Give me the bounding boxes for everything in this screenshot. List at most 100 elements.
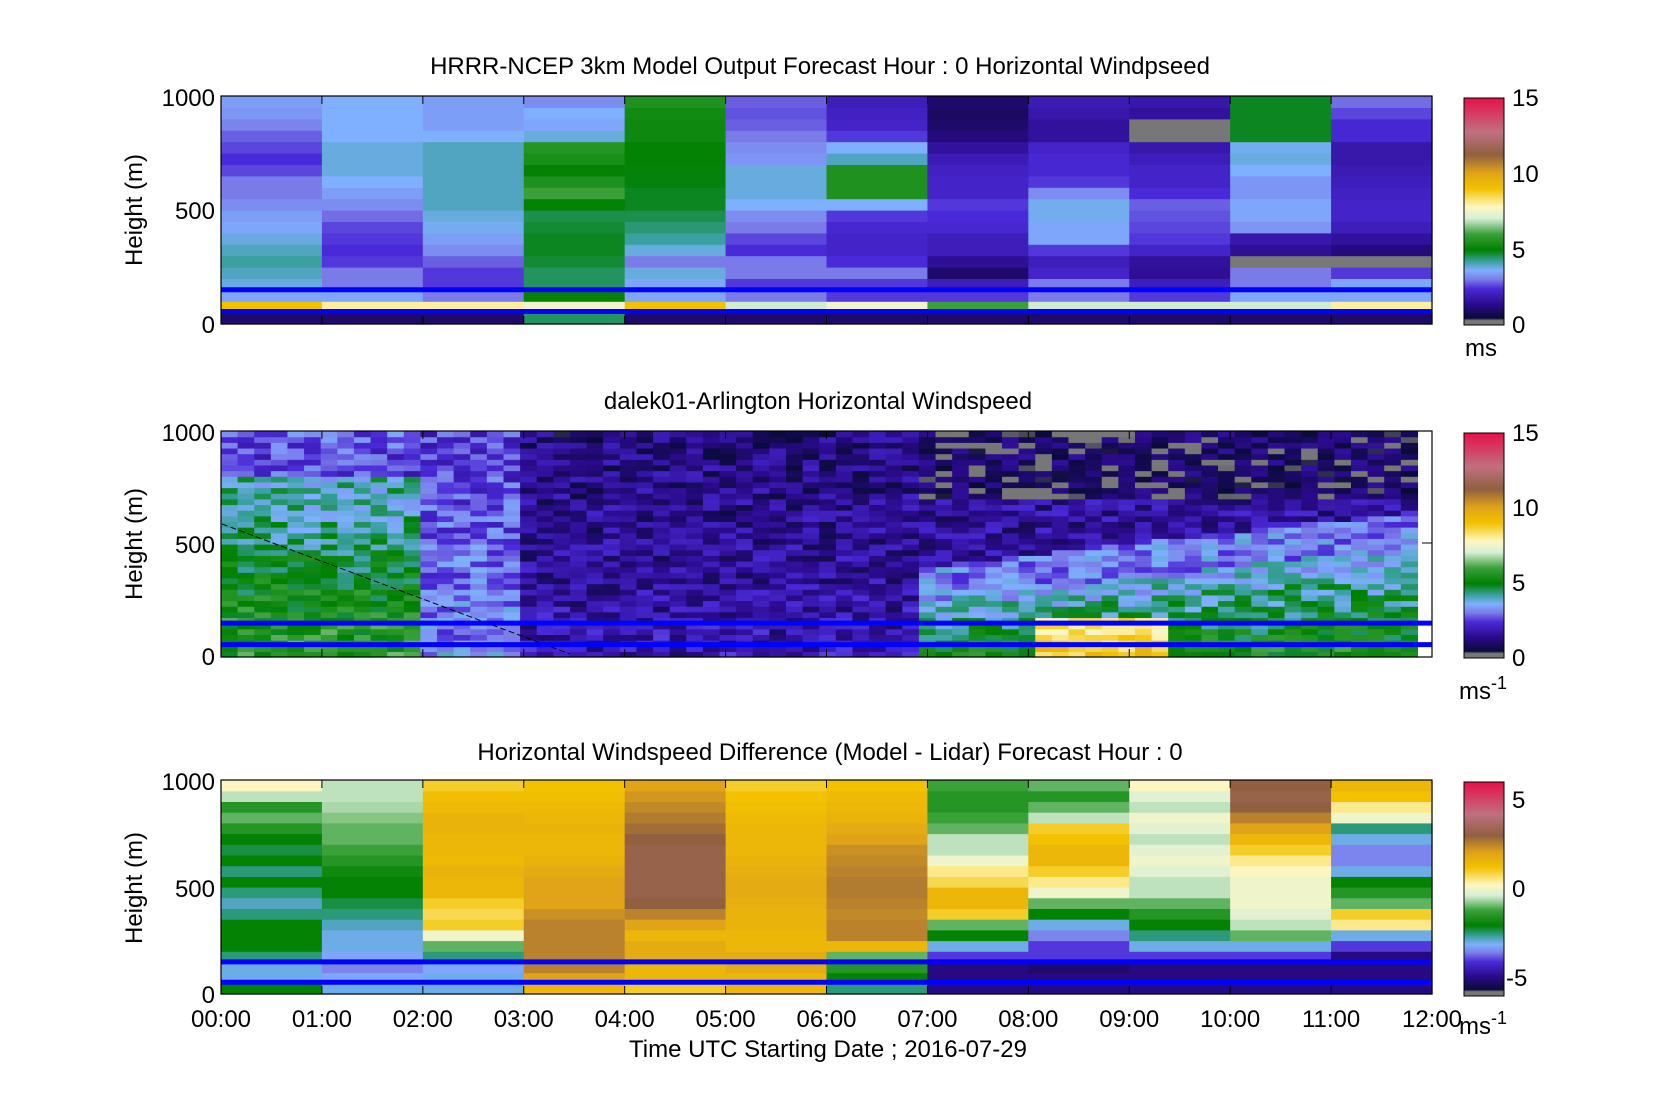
heatmap-cell bbox=[270, 600, 289, 607]
heatmap-cell bbox=[852, 453, 870, 460]
heatmap-cell bbox=[927, 210, 1029, 222]
heatmap-cell bbox=[1301, 532, 1319, 539]
heatmap-cell bbox=[1018, 447, 1036, 455]
heatmap-cell bbox=[653, 498, 671, 506]
heatmap-cell bbox=[453, 617, 471, 624]
heatmap-cell bbox=[1201, 464, 1219, 472]
heatmap-cell bbox=[586, 442, 604, 449]
heatmap-cell bbox=[1384, 447, 1402, 455]
heatmap-cell bbox=[952, 464, 970, 472]
heatmap-cell bbox=[1334, 651, 1352, 658]
heatmap-cell bbox=[470, 521, 488, 528]
heatmap-cell bbox=[1301, 521, 1319, 528]
heatmap-cell bbox=[270, 572, 289, 579]
heatmap-cell bbox=[927, 801, 1029, 813]
heatmap-cell bbox=[1068, 594, 1086, 602]
heatmap-cell bbox=[624, 232, 727, 245]
heatmap-cell bbox=[1334, 645, 1352, 652]
heatmap-cell bbox=[586, 510, 604, 517]
heatmap-cell bbox=[304, 459, 322, 466]
heatmap-cell bbox=[1184, 594, 1203, 602]
heatmap-cell bbox=[935, 555, 953, 562]
heatmap-cell bbox=[719, 589, 737, 596]
heatmap-cell bbox=[536, 566, 554, 573]
heatmap-cell bbox=[320, 623, 338, 630]
heatmap-cell bbox=[927, 812, 1029, 824]
heatmap-cell bbox=[1085, 549, 1103, 556]
heatmap-cell bbox=[869, 651, 887, 658]
heatmap-cell bbox=[603, 572, 621, 579]
heatmap-cell bbox=[902, 453, 920, 460]
heatmap-cell bbox=[1068, 470, 1086, 477]
heatmap-cell bbox=[653, 470, 671, 477]
heatmap-cell bbox=[1101, 623, 1119, 630]
heatmap-cell bbox=[902, 498, 920, 506]
heatmap-cell bbox=[403, 594, 422, 602]
heatmap-cell bbox=[852, 442, 870, 449]
heatmap-cell bbox=[835, 527, 854, 534]
heatmap-cell bbox=[669, 481, 687, 489]
heatmap-cell bbox=[237, 589, 255, 596]
heatmap-cell bbox=[586, 555, 604, 562]
heatmap-cell bbox=[619, 493, 638, 500]
heatmap-cell bbox=[669, 510, 687, 517]
heatmap-cell bbox=[1230, 929, 1332, 942]
heatmap-cell bbox=[624, 876, 727, 888]
heatmap-cell bbox=[287, 651, 305, 658]
heatmap-cell bbox=[1134, 481, 1153, 489]
heatmap-cell bbox=[1129, 908, 1231, 920]
heatmap-cell bbox=[387, 577, 405, 585]
heatmap-cell bbox=[1331, 130, 1433, 143]
heatmap-cell bbox=[254, 623, 272, 630]
heatmap-cell bbox=[686, 464, 704, 472]
heatmap-cell bbox=[1101, 560, 1119, 568]
heatmap-cell bbox=[1085, 527, 1103, 534]
heatmap-cell bbox=[918, 436, 937, 443]
heatmap-cell bbox=[1201, 594, 1219, 602]
heatmap-cell bbox=[902, 515, 920, 522]
heatmap-cell bbox=[653, 600, 671, 607]
heatmap-cell bbox=[1251, 527, 1269, 534]
heatmap-cell bbox=[603, 560, 621, 568]
heatmap-cell bbox=[719, 611, 737, 619]
heatmap-cell bbox=[569, 453, 588, 460]
heatmap-cell bbox=[653, 527, 671, 534]
heatmap-cell bbox=[719, 447, 737, 455]
heatmap-cell bbox=[1201, 431, 1219, 438]
heatmap-cell bbox=[553, 549, 571, 556]
heatmap-cell bbox=[422, 130, 525, 143]
heatmap-cell bbox=[320, 606, 338, 613]
heatmap-cell bbox=[819, 515, 837, 522]
heatmap-cell bbox=[1234, 577, 1252, 585]
heatmap-cell bbox=[486, 589, 505, 596]
heatmap-cell bbox=[523, 187, 626, 200]
heatmap-cell bbox=[470, 487, 488, 494]
heatmap-cell bbox=[503, 600, 521, 607]
heatmap-cell bbox=[952, 493, 970, 500]
heatmap-cell bbox=[387, 538, 405, 545]
heatmap-cell bbox=[968, 532, 987, 539]
heatmap-cell bbox=[902, 634, 920, 641]
heatmap-cell bbox=[221, 532, 239, 539]
heatmap-cell bbox=[353, 628, 372, 635]
heatmap-cell bbox=[237, 481, 255, 489]
heatmap-cell bbox=[536, 481, 554, 489]
heatmap-cell bbox=[885, 481, 903, 489]
heatmap-cell bbox=[370, 600, 388, 607]
heatmap-cell bbox=[1218, 447, 1236, 455]
heatmap-cell bbox=[1317, 555, 1335, 562]
heatmap-cell bbox=[320, 560, 338, 568]
heatmap-cell bbox=[786, 628, 804, 635]
panel-lidar-title: dalek01-Arlington Horizontal Windspeed bbox=[604, 388, 1032, 415]
heatmap-cell bbox=[769, 527, 787, 534]
heatmap-cell bbox=[1384, 577, 1402, 585]
heatmap-cell bbox=[254, 431, 272, 438]
panel-lidar-heatmap bbox=[221, 431, 1419, 658]
heatmap-cell bbox=[403, 470, 422, 477]
heatmap-cell bbox=[1351, 560, 1369, 568]
heatmap-cell bbox=[968, 504, 987, 511]
heatmap-cell bbox=[1051, 589, 1070, 596]
heatmap-cell bbox=[1129, 929, 1231, 942]
heatmap-cell bbox=[353, 634, 372, 641]
heatmap-cell bbox=[636, 493, 654, 500]
